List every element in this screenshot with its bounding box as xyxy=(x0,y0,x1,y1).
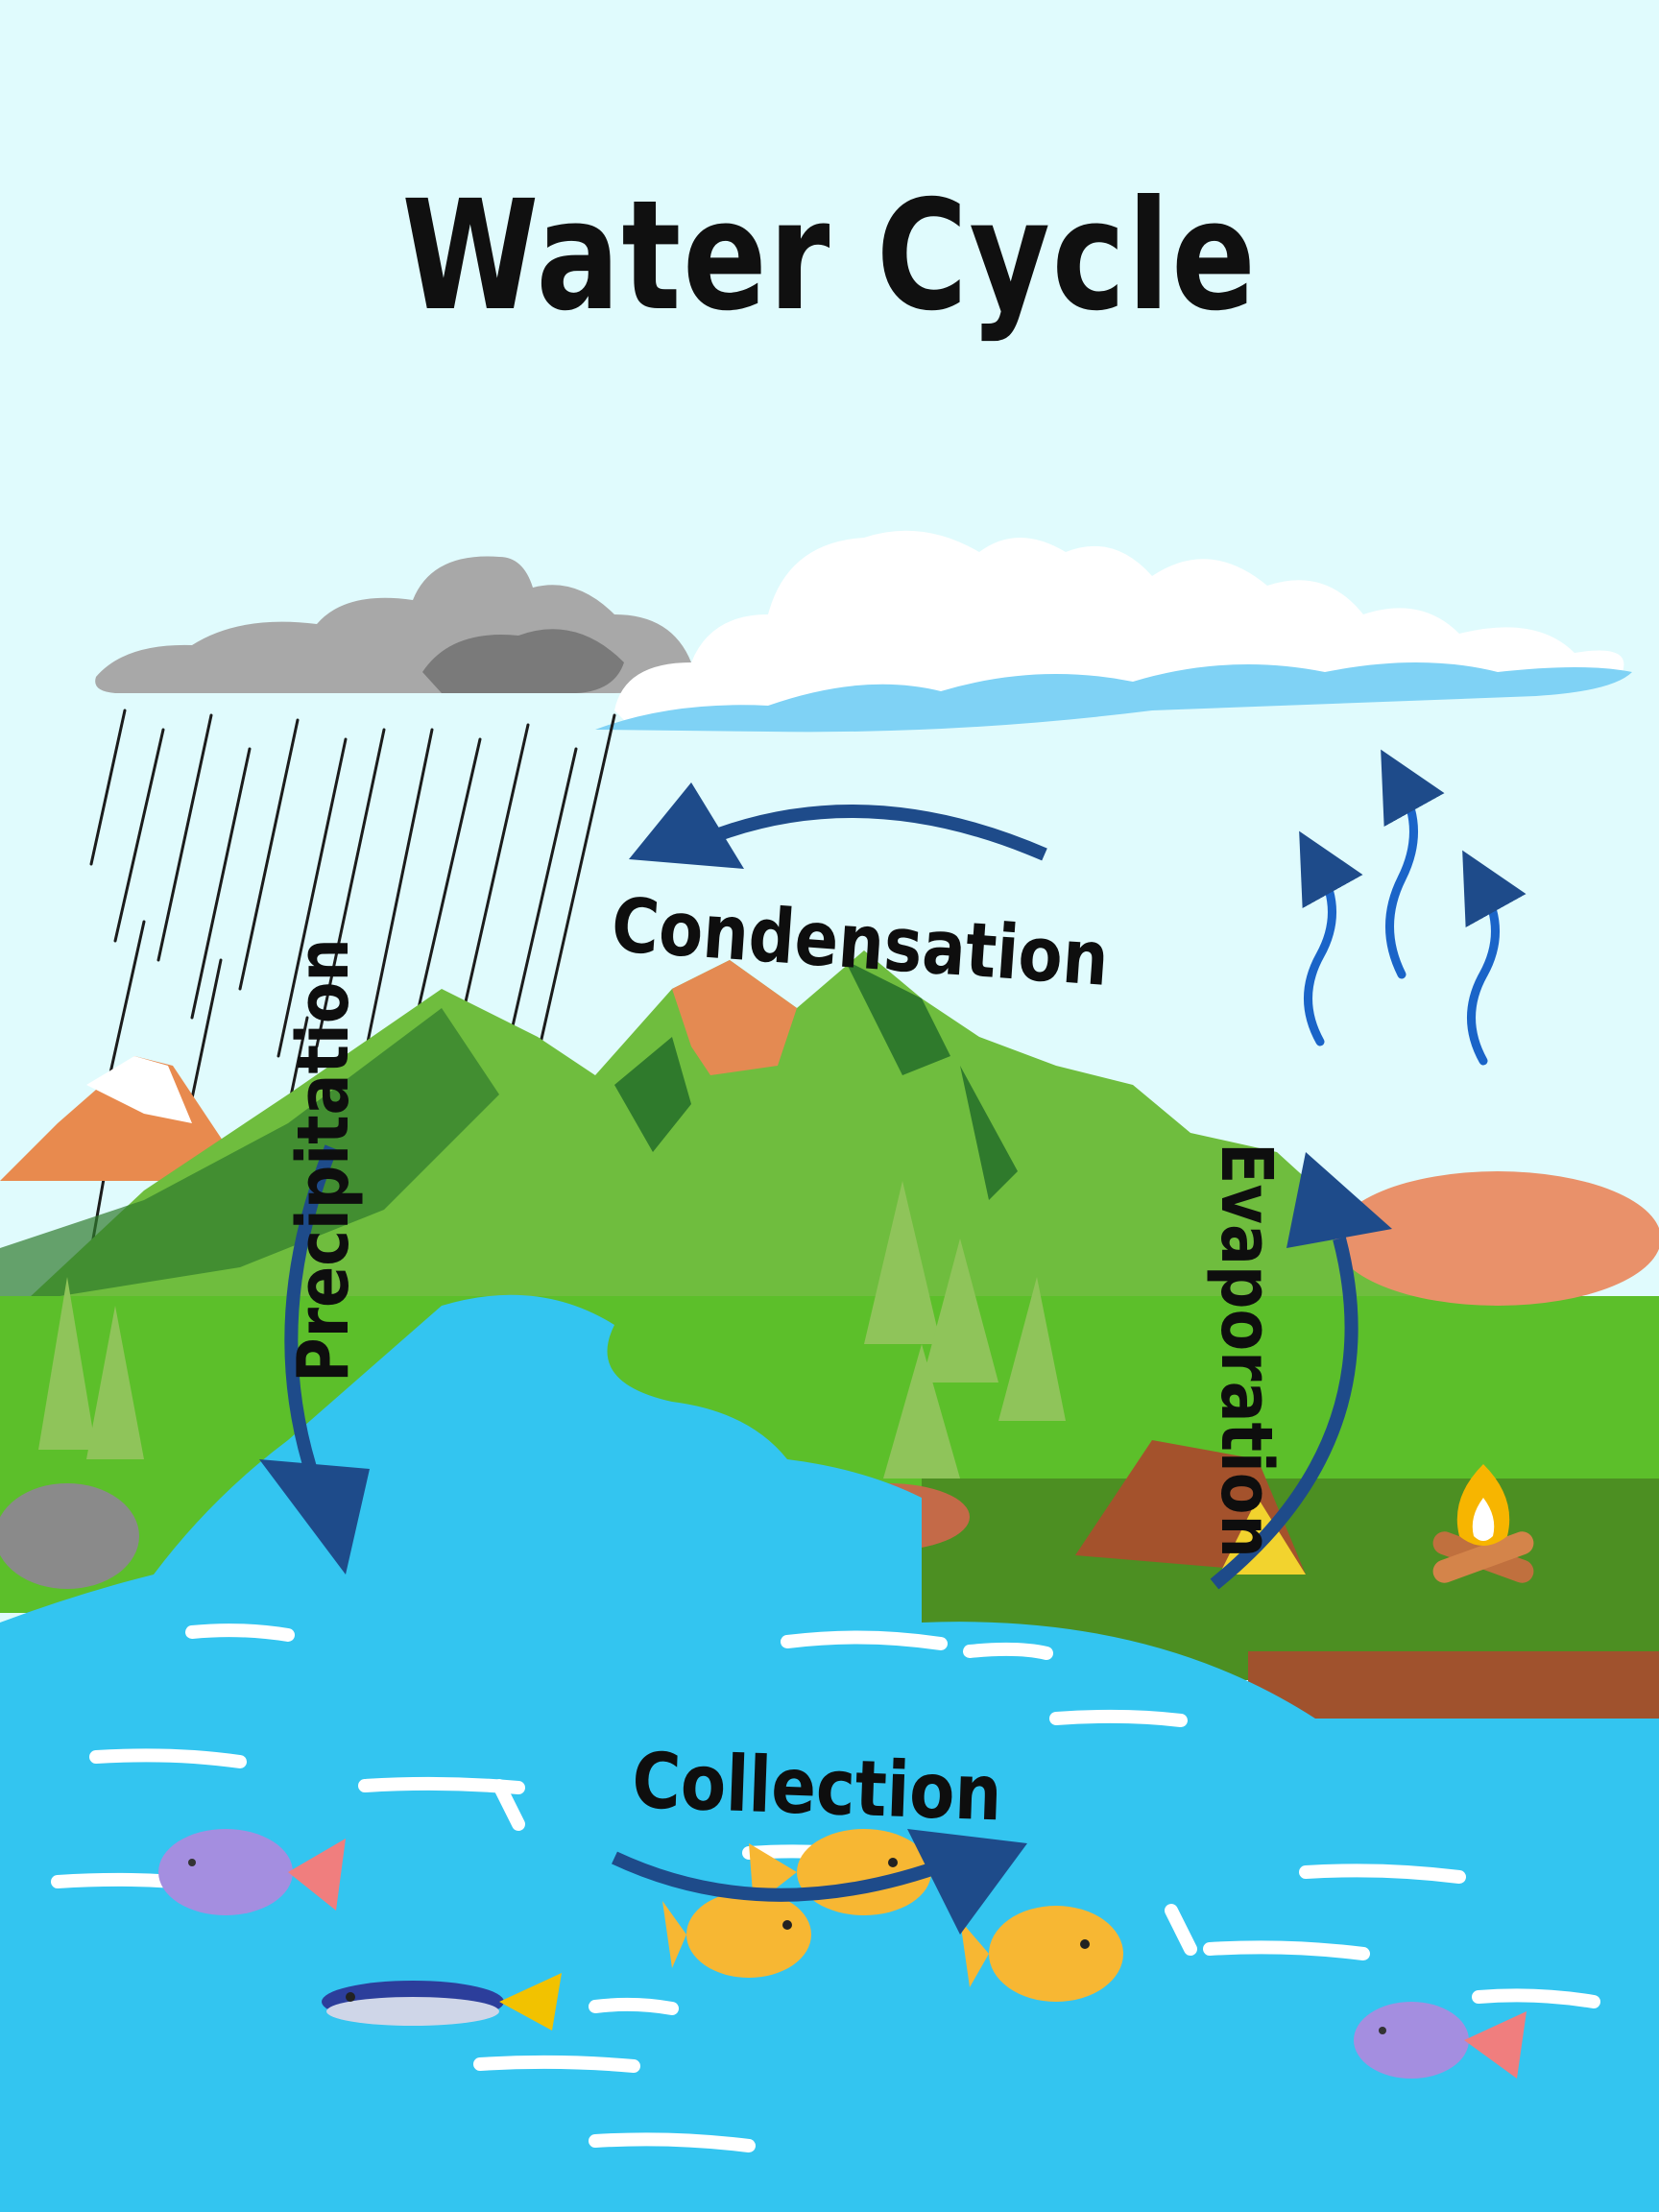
precipitation-arrowhead xyxy=(259,1459,370,1575)
collection-arrow xyxy=(612,1851,953,1902)
tuna-fish xyxy=(322,1973,562,2031)
campfire xyxy=(1432,1464,1534,1583)
yellow-fish-3 xyxy=(960,1906,1123,2002)
mountains xyxy=(0,950,1440,1325)
evaporation-arrow xyxy=(1210,1237,1358,1590)
collection-arrowhead xyxy=(907,1829,1027,1935)
purple-fish xyxy=(158,1829,346,1915)
yellow-fish-2 xyxy=(662,1891,811,1978)
storm-cloud xyxy=(95,556,691,693)
rock-left xyxy=(0,1483,139,1589)
soil-bank xyxy=(1248,1651,1659,1719)
evaporation-arrowhead xyxy=(1286,1152,1392,1248)
label-collection: Collection xyxy=(630,1736,1004,1839)
poster-title: Water Cycle xyxy=(401,168,1258,345)
boulder-right xyxy=(1334,1171,1659,1306)
evaporation-waves xyxy=(1299,749,1527,1066)
white-cloud xyxy=(595,530,1632,733)
label-precipitation: Precipitation xyxy=(282,938,365,1382)
trees xyxy=(38,1181,1066,1479)
condensation-arrowhead xyxy=(629,782,744,869)
precipitation-arrow xyxy=(284,1144,338,1491)
label-evaporation: Evaporation xyxy=(1205,1142,1287,1558)
purple-fish-2 xyxy=(1354,2002,1527,2079)
